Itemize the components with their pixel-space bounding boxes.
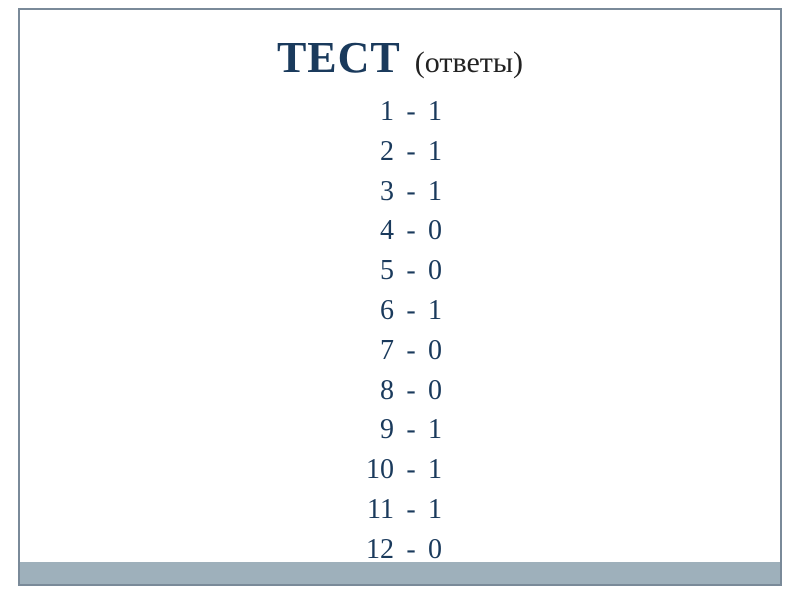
answer-row: 2 - 1 (350, 133, 450, 171)
bottom-accent-bar (20, 562, 780, 584)
answers-list: 1 - 1 2 - 1 3 - 1 4 - 0 5 - 0 (350, 93, 450, 569)
answer-value: 1 (428, 292, 450, 330)
question-number: 8 (350, 372, 394, 410)
dash: - (394, 451, 428, 489)
dash: - (394, 332, 428, 370)
answer-value: 1 (428, 451, 450, 489)
slide-frame: ТЕСТ (ответы) 1 - 1 2 - 1 3 - 1 4 - 0 (18, 8, 782, 586)
question-number: 1 (350, 93, 394, 131)
dash: - (394, 411, 428, 449)
dash: - (394, 212, 428, 250)
title-sub: (ответы) (415, 46, 523, 80)
question-number: 10 (350, 451, 394, 489)
answer-value: 0 (428, 332, 450, 370)
answer-value: 0 (428, 372, 450, 410)
answer-value: 1 (428, 133, 450, 171)
dash: - (394, 93, 428, 131)
answer-value: 0 (428, 212, 450, 250)
answer-row: 10 - 1 (350, 451, 450, 489)
question-number: 2 (350, 133, 394, 171)
title-main: ТЕСТ (277, 32, 401, 83)
answer-row: 3 - 1 (350, 173, 450, 211)
title-line: ТЕСТ (ответы) (277, 32, 523, 83)
slide-content: ТЕСТ (ответы) 1 - 1 2 - 1 3 - 1 4 - 0 (20, 10, 780, 562)
answer-row: 6 - 1 (350, 292, 450, 330)
answer-row: 4 - 0 (350, 212, 450, 250)
dash: - (394, 133, 428, 171)
dash: - (394, 252, 428, 290)
answer-row: 7 - 0 (350, 332, 450, 370)
question-number: 4 (350, 212, 394, 250)
answer-value: 1 (428, 411, 450, 449)
dash: - (394, 372, 428, 410)
answer-row: 1 - 1 (350, 93, 450, 131)
answer-row: 8 - 0 (350, 372, 450, 410)
question-number: 7 (350, 332, 394, 370)
answer-value: 1 (428, 491, 450, 529)
question-number: 9 (350, 411, 394, 449)
question-number: 6 (350, 292, 394, 330)
dash: - (394, 292, 428, 330)
dash: - (394, 173, 428, 211)
answer-value: 0 (428, 252, 450, 290)
answer-row: 9 - 1 (350, 411, 450, 449)
question-number: 11 (350, 491, 394, 529)
dash: - (394, 491, 428, 529)
answer-value: 1 (428, 173, 450, 211)
answer-value: 1 (428, 93, 450, 131)
answer-row: 5 - 0 (350, 252, 450, 290)
question-number: 5 (350, 252, 394, 290)
question-number: 3 (350, 173, 394, 211)
answer-row: 11 - 1 (350, 491, 450, 529)
